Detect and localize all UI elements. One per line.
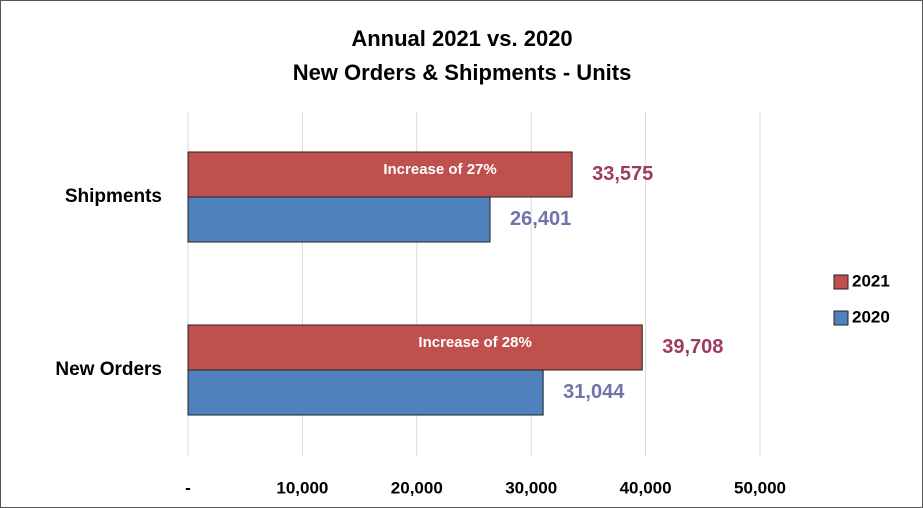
y-tick-label: New Orders xyxy=(55,359,162,380)
x-tick-label: 50,000 xyxy=(734,478,786,497)
data-label: 33,575 xyxy=(592,163,653,185)
x-tick-label: 10,000 xyxy=(276,478,328,497)
data-label: 31,044 xyxy=(563,381,625,403)
x-tick-label: 20,000 xyxy=(391,478,443,497)
x-tick-label: - xyxy=(185,478,191,497)
x-tick-label: 30,000 xyxy=(505,478,557,497)
bar xyxy=(187,324,643,371)
annotation: Increase of 27% xyxy=(383,161,496,178)
x-tick-label: 40,000 xyxy=(620,478,672,497)
legend-label: 2021 xyxy=(852,271,890,290)
chart-title: New Orders & Shipments - Units xyxy=(293,60,632,85)
annotation: Increase of 28% xyxy=(418,334,531,351)
bar xyxy=(187,151,573,198)
y-tick-label: Shipments xyxy=(65,186,162,207)
bar xyxy=(187,196,491,243)
data-label: 39,708 xyxy=(662,336,723,358)
bar xyxy=(187,369,544,416)
legend-swatch xyxy=(833,310,849,326)
chart-title: Annual 2021 vs. 2020 xyxy=(351,26,572,51)
legend-swatch xyxy=(833,274,849,290)
data-label: 26,401 xyxy=(510,208,571,230)
legend-label: 2020 xyxy=(852,307,890,326)
